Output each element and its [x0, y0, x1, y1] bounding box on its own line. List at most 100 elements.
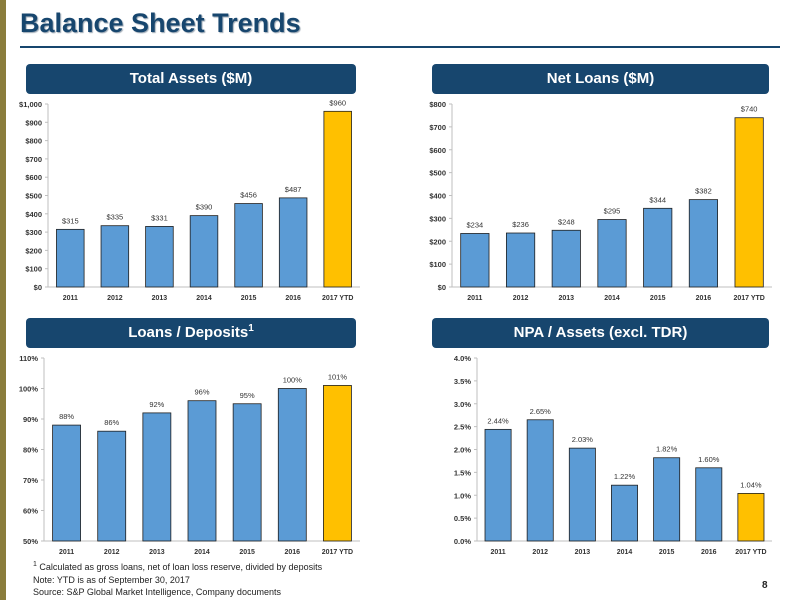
- npa-assets-value-label: 1.22%: [614, 472, 636, 481]
- npa-assets-x-tick-label: 2017 YTD: [735, 549, 766, 556]
- npa-assets-y-tick-label: 0.5%: [454, 514, 471, 523]
- npa-assets-value-label: 2.65%: [530, 407, 552, 416]
- npa-assets-x-tick-label: 2016: [701, 549, 717, 556]
- loans-deposits-value-label: 100%: [283, 376, 303, 385]
- total-assets-value-label: $960: [329, 98, 346, 107]
- npa-assets-bar: [737, 493, 765, 542]
- loans-deposits-x-tick-label: 2016: [284, 549, 300, 556]
- total-assets-bar: [278, 197, 308, 288]
- chart-banner-net-loans: Net Loans ($M): [432, 64, 769, 94]
- total-assets-y-tick-label: $500: [25, 192, 42, 201]
- net-loans-y-tick-label: $0: [438, 283, 446, 292]
- footnote-marker: 1: [33, 561, 37, 568]
- loans-deposits-y-tick-label: 90%: [23, 415, 38, 424]
- npa-assets-bar: [484, 428, 512, 542]
- net-loans-value-label: $236: [512, 220, 529, 229]
- net-loans-x-tick-label: 2016: [696, 295, 712, 302]
- total-assets-x-tick-label: 2017 YTD: [322, 295, 353, 302]
- total-assets-x-tick-label: 2014: [196, 295, 212, 302]
- loans-deposits-x-tick-label: 2015: [239, 549, 255, 556]
- loans-deposits-value-label: 101%: [328, 372, 348, 381]
- total-assets-value-label: $331: [151, 213, 168, 222]
- net-loans-bar: [597, 219, 627, 288]
- npa-assets-value-label: 1.82%: [656, 445, 678, 454]
- note-text: Note: YTD is as of September 30, 2017: [33, 574, 190, 585]
- npa-assets-bar: [526, 419, 554, 542]
- npa-assets-x-tick-label: 2012: [532, 549, 548, 556]
- net-loans-x-tick-label: 2015: [650, 295, 666, 302]
- net-loans-value-label: $382: [695, 187, 712, 196]
- npa-assets-y-tick-label: 3.5%: [454, 377, 471, 386]
- chart-title-superscript: 1: [248, 323, 254, 334]
- total-assets-y-tick-label: $900: [25, 118, 42, 127]
- npa-assets-x-tick-label: 2011: [490, 549, 505, 556]
- total-assets-y-tick-label: $1,000: [19, 100, 42, 109]
- total-assets-x-tick-label: 2013: [152, 295, 168, 302]
- npa-assets-y-tick-label: 3.0%: [454, 400, 471, 409]
- loans-deposits-x-tick-label: 2012: [104, 549, 120, 556]
- net-loans-bar: [505, 232, 536, 288]
- loans-deposits-y-tick-label: 110%: [19, 354, 38, 363]
- total-assets-x-tick-label: 2012: [107, 295, 123, 302]
- source-text: Source: S&P Global Market Intelligence, …: [33, 587, 281, 597]
- npa-assets-x-tick-label: 2015: [659, 549, 675, 556]
- title-divider: [20, 46, 780, 48]
- loans-deposits-value-label: 88%: [59, 412, 74, 421]
- npa-assets-y-tick-label: 2.0%: [454, 446, 471, 455]
- net-loans-value-label: $295: [604, 207, 621, 216]
- loans-deposits-value-label: 92%: [149, 400, 164, 409]
- net-loans-value-label: $248: [558, 217, 575, 226]
- total-assets-value-label: $456: [240, 191, 257, 200]
- loans-deposits-bar: [97, 430, 127, 542]
- loans-deposits-bar: [232, 403, 262, 542]
- npa-assets-bar: [611, 484, 638, 542]
- total-assets-bar: [323, 110, 352, 288]
- net-loans-value-label: $234: [467, 220, 484, 229]
- footnotes: 1 Calculated as gross loans, net of loan…: [33, 559, 322, 599]
- net-loans-value-label: $344: [649, 195, 666, 204]
- loans-deposits-y-tick-label: 70%: [23, 476, 38, 485]
- total-assets-y-tick-label: $300: [25, 228, 42, 237]
- loans-deposits-x-tick-label: 2014: [194, 549, 210, 556]
- loans-deposits-bar: [52, 424, 81, 542]
- total-assets-bar: [100, 225, 130, 288]
- loans-deposits-y-tick-label: 100%: [19, 385, 39, 394]
- loans-deposits-x-tick-label: 2013: [149, 549, 165, 556]
- loans-deposits-y-tick-label: 60%: [23, 507, 38, 516]
- total-assets-y-tick-label: $700: [25, 155, 42, 164]
- npa-assets-y-tick-label: 4.0%: [454, 354, 471, 363]
- chart-title-total-assets: Total Assets ($M): [129, 70, 253, 87]
- net-loans-y-tick-label: $600: [429, 146, 446, 155]
- net-loans-y-tick-label: $500: [429, 169, 446, 178]
- net-loans-y-tick-label: $400: [429, 192, 446, 201]
- npa-assets-y-tick-label: 2.5%: [454, 423, 471, 432]
- net-loans-x-tick-label: 2014: [604, 295, 620, 302]
- page-number: 8: [762, 580, 768, 591]
- total-assets-x-tick-label: 2011: [63, 295, 78, 302]
- net-loans-bar: [688, 199, 718, 288]
- loans-deposits-bar: [323, 385, 352, 542]
- chart-banner-total-assets: Total Assets ($M): [26, 64, 356, 94]
- left-accent-bar: [0, 0, 6, 600]
- net-loans-y-tick-label: $800: [429, 100, 446, 109]
- loans-deposits-value-label: 86%: [104, 418, 119, 427]
- net-loans-x-tick-label: 2011: [467, 295, 482, 302]
- total-assets-y-tick-label: $400: [25, 210, 42, 219]
- npa-assets-bar: [653, 457, 681, 542]
- net-loans-bar: [551, 229, 581, 288]
- net-loans-bar: [460, 233, 490, 288]
- total-assets-bar: [234, 203, 263, 288]
- total-assets-value-label: $335: [107, 213, 124, 222]
- net-loans-bar: [734, 117, 764, 288]
- loans-deposits-bar: [142, 412, 172, 542]
- chart-banner-npa-assets: NPA / Assets (excl. TDR): [432, 318, 769, 348]
- npa-assets-x-tick-label: 2013: [575, 549, 591, 556]
- total-assets-value-label: $487: [285, 185, 302, 194]
- npa-assets-bar: [568, 447, 596, 542]
- npa-assets-value-label: 1.04%: [740, 480, 762, 489]
- loans-deposits-x-tick-label: 2017 YTD: [322, 549, 353, 556]
- net-loans-bar: [643, 207, 673, 288]
- loans-deposits-value-label: 95%: [240, 391, 255, 400]
- chart-title-net-loans: Net Loans ($M): [546, 70, 655, 87]
